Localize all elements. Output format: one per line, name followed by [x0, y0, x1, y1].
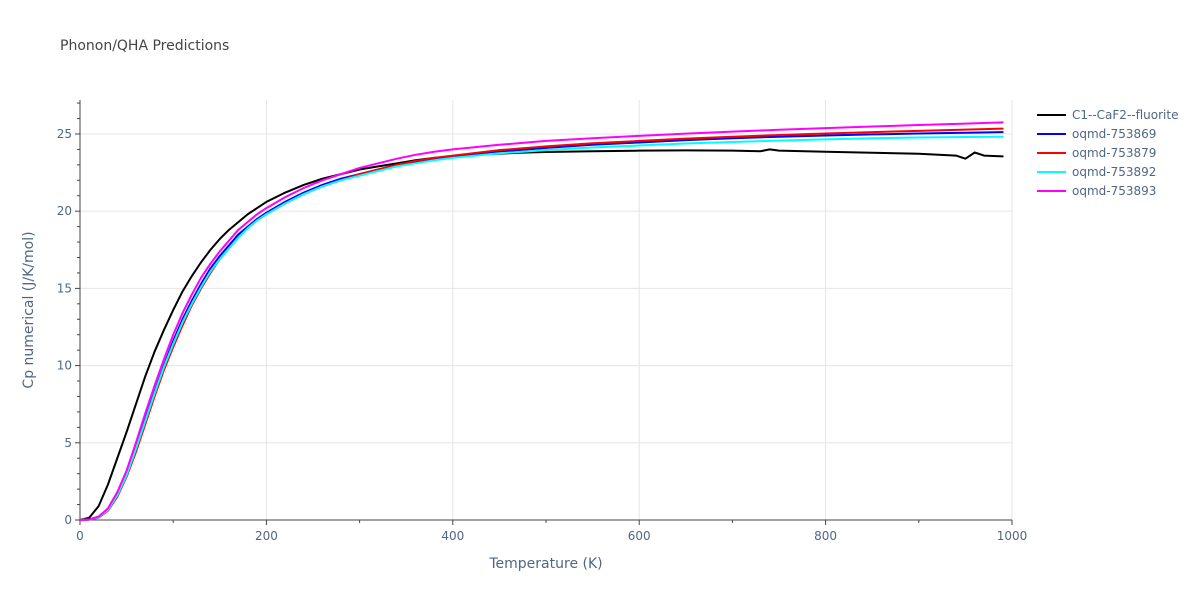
series-line	[79, 131, 1004, 521]
legend-label: oqmd-753879	[1072, 146, 1156, 160]
chart-title: Phonon/QHA Predictions	[60, 38, 229, 54]
x-tick-label: 200	[255, 529, 278, 543]
x-tick-label: 600	[628, 529, 651, 543]
series-line	[79, 121, 1004, 521]
y-tick-label: 5	[64, 436, 72, 450]
y-tick-label: 25	[57, 127, 72, 141]
x-tick-label: 1000	[997, 529, 1028, 543]
legend: C1--CaF2--fluorite oqmd-753869 oqmd-753879…	[1037, 108, 1178, 198]
legend-item[interactable]: C1--CaF2--fluorite	[1037, 108, 1178, 122]
grid-layer	[80, 100, 1013, 520]
x-axis-title: Temperature (K)	[488, 556, 602, 572]
series-layer	[79, 121, 1004, 521]
series-line	[79, 127, 1004, 521]
series-line	[79, 135, 1004, 521]
legend-item[interactable]: oqmd-753893	[1037, 184, 1156, 198]
y-axis-title: Cp numerical (J/K/mol)	[21, 231, 37, 388]
axis-layer: 0 200 400 600 800 1000 0 5 10 15 20 25	[57, 100, 1028, 543]
legend-label: C1--CaF2--fluorite	[1072, 108, 1178, 122]
legend-label: oqmd-753892	[1072, 165, 1156, 179]
legend-item[interactable]: oqmd-753869	[1037, 127, 1156, 141]
legend-label: oqmd-753869	[1072, 127, 1156, 141]
legend-label: oqmd-753893	[1072, 184, 1156, 198]
series-line	[79, 148, 1004, 521]
y-tick-label: 15	[57, 281, 72, 295]
legend-item[interactable]: oqmd-753879	[1037, 146, 1156, 160]
x-tick-label: 800	[814, 529, 837, 543]
y-tick-label: 10	[57, 359, 72, 373]
x-tick-label: 400	[441, 529, 464, 543]
y-tick-label: 0	[64, 513, 72, 527]
y-tick-label: 20	[57, 204, 72, 218]
x-tick-label: 0	[76, 529, 84, 543]
legend-item[interactable]: oqmd-753892	[1037, 165, 1156, 179]
